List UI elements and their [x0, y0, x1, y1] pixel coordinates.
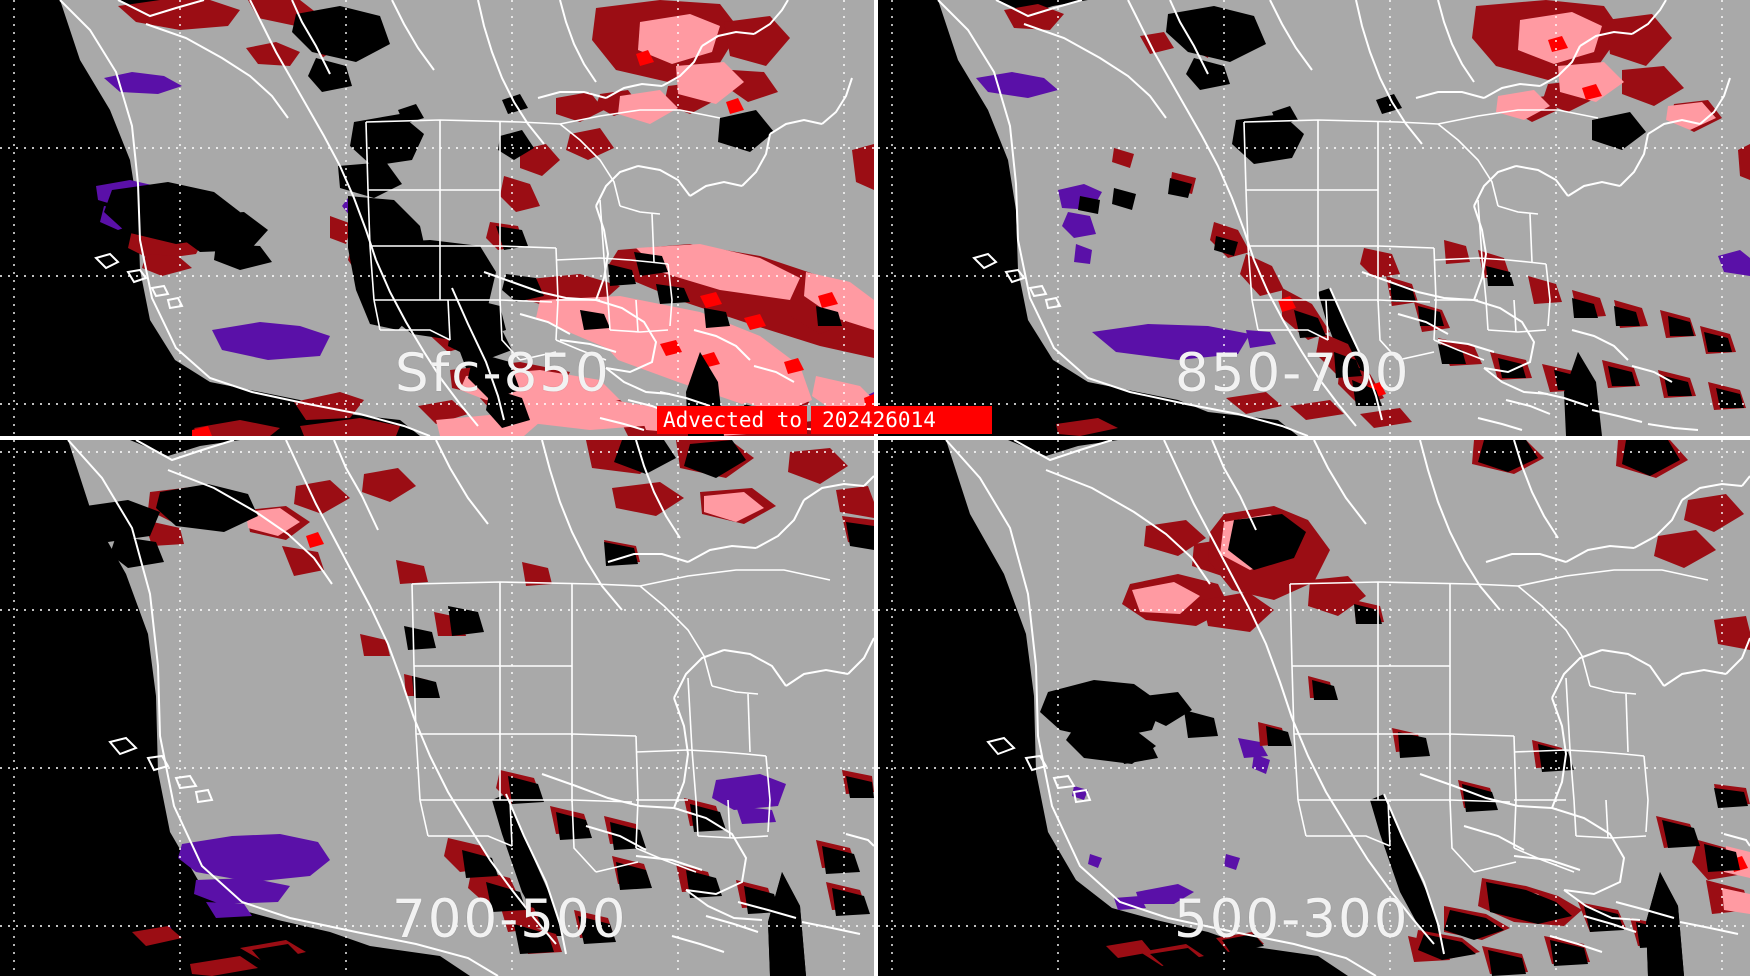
graticule-layer [0, 440, 874, 976]
coastline-layer [937, 0, 1731, 436]
map-render-700-500 [0, 440, 874, 976]
political-boundaries-layer [365, 109, 721, 361]
political-boundaries-layer [1289, 569, 1709, 873]
coastline-layer [67, 440, 874, 976]
graticule-layer [0, 0, 874, 436]
data-class-purple [976, 72, 1750, 360]
panel-label-850-700: 850-700 [1175, 343, 1411, 404]
panel-divider-vertical [874, 0, 878, 976]
data-class-black [1040, 440, 1748, 976]
panel-divider-horizontal [0, 436, 1750, 440]
data-class-purple [1072, 738, 1270, 910]
map-panel-500-300[interactable]: 500-300 [878, 440, 1750, 976]
graticule-layer [878, 0, 1750, 436]
map-panel-sfc-850[interactable]: Sfc-850 [0, 0, 874, 436]
political-boundaries-layer [1243, 109, 1599, 361]
panel-label-700-500: 700-500 [392, 889, 628, 950]
political-boundaries-layer [411, 569, 831, 873]
map-render-850-700 [878, 0, 1750, 436]
map-panel-700-500[interactable]: 700-500 [0, 440, 874, 976]
coastline-layer [59, 0, 853, 436]
banner-prefix-label: Advected to [657, 406, 808, 434]
map-panel-850-700[interactable]: 850-700 [878, 0, 1750, 436]
graticule-layer [878, 440, 1750, 976]
data-class-bright-red [192, 50, 874, 436]
timestamp-banner: Advected to 202426014 [657, 406, 992, 434]
coastline-layer [945, 440, 1750, 976]
data-class-black [82, 440, 874, 976]
panel-label-sfc-850: Sfc-850 [395, 343, 611, 404]
data-class-purple [150, 774, 786, 942]
data-class-pink [1496, 12, 1716, 130]
panel-label-500-300: 500-300 [1174, 889, 1410, 950]
banner-timestamp: 202426014 [811, 406, 992, 434]
map-render-500-300 [878, 440, 1750, 976]
